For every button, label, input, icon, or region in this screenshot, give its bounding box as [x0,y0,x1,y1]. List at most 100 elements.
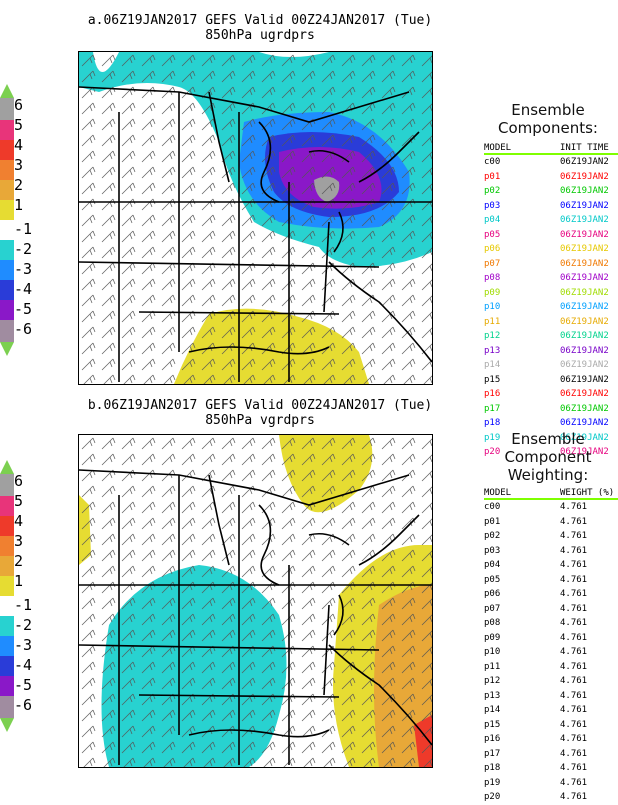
colorbar-a-label: -2 [14,240,33,258]
component-row: p18 06Z19JAN2 [484,416,618,431]
weighting-row: p20 4.761 [484,790,618,805]
component-row: p06 06Z19JAN2 [484,242,618,257]
colorbar-a-label: -4 [14,280,33,298]
colorbar-b: 6 5 4 3 2 1 -1 -2 -3 -4 -5 -6 [0,460,70,740]
component-init-time: 06Z19JAN2 [560,258,609,269]
weighting-row: p19 4.761 [484,776,618,791]
component-row: p02 06Z19JAN2 [484,184,618,199]
weighting-model: p19 [484,777,501,788]
component-init-time: 06Z19JAN2 [560,389,609,399]
weighting-row: p12 4.761 [484,674,618,689]
weighting-value: 4.761 [560,560,588,570]
colorbar-b-label: 5 [14,492,24,510]
panel-a-subtitle: 850hPa ugrdprs [205,28,315,43]
colorbar-b-label: -4 [14,656,33,674]
colorbar-a-label: -5 [14,300,33,318]
weighting-model: p16 [484,734,501,744]
weighting-value: 4.761 [560,777,588,788]
component-model: p06 [484,244,501,254]
weighting-value: 4.761 [560,719,588,730]
components-table: MODEL INIT TIME c00 06Z19JAN2 p01 06Z19JAN2… [484,141,618,460]
map-panel-b [78,434,433,768]
component-init-time: 06Z19JAN2 [560,244,609,254]
colorbar-b-label: 6 [14,472,24,490]
component-model: p11 [484,316,501,327]
component-model: p13 [484,345,501,356]
weighting-row: p03 4.761 [484,544,618,559]
component-row: p13 06Z19JAN2 [484,344,618,359]
component-init-time: 06Z19JAN2 [560,374,609,385]
weighting-value: 4.761 [560,647,588,657]
colorbar-a-label: -1 [14,220,33,238]
component-row: p14 06Z19JAN2 [484,358,618,373]
colorbar-a-bottom-arrow [0,342,14,356]
weighting-row: c00 4.761 [484,500,618,515]
weighting-row: p14 4.761 [484,703,618,718]
weighting-value: 4.761 [560,763,588,773]
component-row: p07 06Z19JAN2 [484,257,618,272]
weighting-value: 4.761 [560,502,588,512]
weighting-row: p02 4.761 [484,529,618,544]
weighting-row: p07 4.761 [484,602,618,617]
component-row: p04 06Z19JAN2 [484,213,618,228]
component-row: p03 06Z19JAN2 [484,199,618,214]
weighting-model: p09 [484,632,501,643]
weighting-value: 4.761 [560,705,588,715]
colorbar-b-label: -1 [14,596,33,614]
component-row: p17 06Z19JAN2 [484,402,618,417]
colorbar-b-label: -6 [14,696,33,714]
colorbar-a-label: 4 [14,136,24,154]
map-a-canvas [79,52,432,384]
component-row: p16 06Z19JAN2 [484,387,618,402]
colorbar-a-label: -3 [14,260,33,278]
component-model: p16 [484,389,501,399]
weighting-value: 4.761 [560,792,588,802]
component-init-time: 06Z19JAN2 [560,157,609,167]
weighting-model: p08 [484,618,501,628]
colorbar-a-label: 2 [14,176,24,194]
component-row: p11 06Z19JAN2 [484,315,618,330]
weighting-heading-3: Weighting: [507,466,589,484]
weighting-model: p01 [484,516,501,527]
component-init-time: 06Z19JAN2 [560,418,609,428]
component-model: p04 [484,215,501,225]
colorbar-b-label: 3 [14,532,24,550]
component-model: p20 [484,447,501,457]
weighting-model: c00 [484,502,501,512]
component-init-time: 06Z19JAN2 [560,273,609,283]
component-model: p10 [484,302,501,312]
colorbar-a-label: -6 [14,320,33,338]
colorbar-a-label: 1 [14,196,24,214]
component-model: p01 [484,171,501,182]
component-init-time: 06Z19JAN2 [560,215,609,225]
colorbar-b-label: 4 [14,512,24,530]
colorbar-b-label: 1 [14,572,24,590]
weighting-value: 4.761 [560,618,588,628]
component-init-time: 06Z19JAN2 [560,302,609,312]
colorbar-b-label: -2 [14,616,33,634]
weighting-row: p01 4.761 [484,515,618,530]
weighting-model: p06 [484,589,501,599]
component-init-time: 06Z19JAN2 [560,432,609,443]
component-row: p19 06Z19JAN2 [484,431,618,446]
component-init-time: 06Z19JAN2 [560,345,609,356]
colorbar-a-label: 5 [14,116,24,134]
component-row: p01 06Z19JAN2 [484,170,618,185]
component-row: p20 06Z19JAN2 [484,445,618,460]
weighting-value: 4.761 [560,632,588,643]
component-row: c00 06Z19JAN2 [484,155,618,170]
weighting-model: p07 [484,603,501,614]
weighting-model: p05 [484,574,501,585]
component-row: p10 06Z19JAN2 [484,300,618,315]
weighting-model: p11 [484,661,501,672]
weighting-value: 4.761 [560,734,588,744]
component-init-time: 06Z19JAN2 [560,447,609,457]
colorbar-b-top-arrow [0,460,14,474]
weighting-value: 4.761 [560,589,588,599]
colorbar-b-label: 2 [14,552,24,570]
weighting-model: p20 [484,792,501,802]
weighting-value: 4.761 [560,545,588,556]
weighting-row: p06 4.761 [484,587,618,602]
weighting-model: p02 [484,531,501,541]
component-model: p18 [484,418,501,428]
